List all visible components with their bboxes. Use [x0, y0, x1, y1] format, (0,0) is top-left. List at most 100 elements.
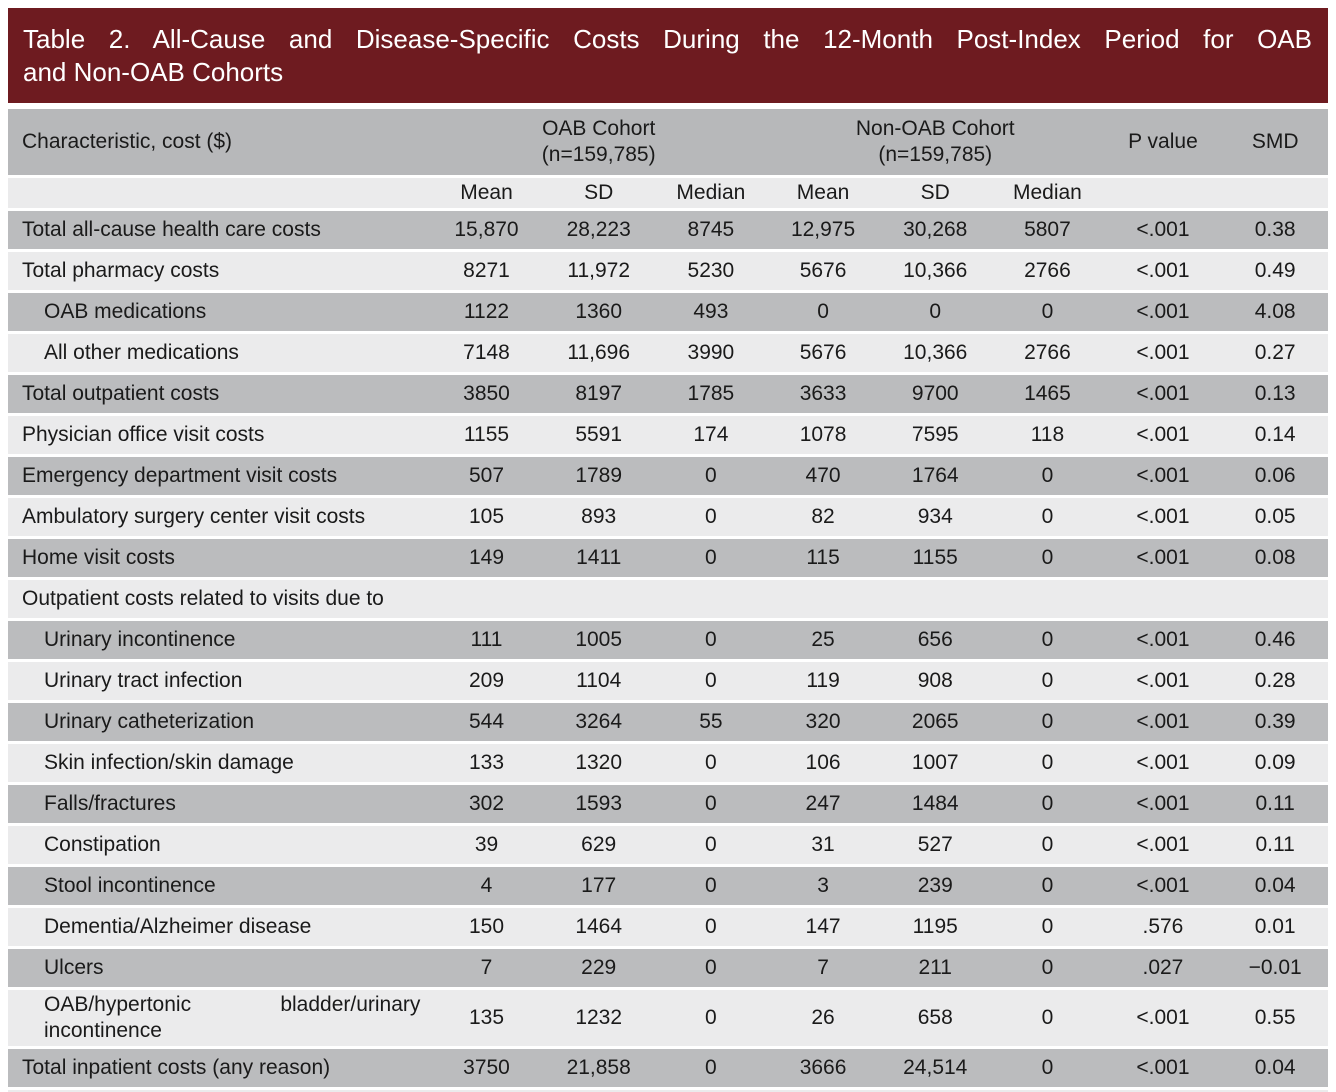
cell-value	[1103, 580, 1223, 618]
cell-value: 177	[542, 867, 655, 905]
table-row: Constipation 39 629 0 31 527 0 <.001 0.11	[8, 826, 1328, 864]
cell-value: 2766	[991, 252, 1104, 290]
cell-value: <.001	[1103, 211, 1223, 249]
cell-value: 1155	[430, 416, 543, 454]
cell-value: 0.04	[1222, 1049, 1328, 1087]
cell-value: 111	[430, 621, 543, 659]
cell-value: <.001	[1103, 621, 1223, 659]
cell-value: 8271	[430, 252, 543, 290]
cell-value: <.001	[1103, 826, 1223, 864]
subheader-median-oab: Median	[654, 178, 767, 208]
cell-value: 48,120	[430, 1090, 543, 1092]
characteristic-header: Characteristic, cost ($)	[8, 109, 431, 175]
cell-value: 63,213	[542, 1090, 655, 1092]
cell-value: 105	[430, 498, 543, 536]
row-label: Constipation	[8, 826, 431, 864]
subheader-sd-nonoab: SD	[879, 178, 992, 208]
cell-value: 229	[542, 949, 655, 987]
cell-value: 0	[991, 457, 1104, 495]
cell-value: 1464	[542, 908, 655, 946]
cell-value: 0	[991, 703, 1104, 741]
p-value-header: P value	[1103, 109, 1223, 175]
table-row: OAB/hypertonic bladder/urinary incontine…	[8, 990, 1328, 1046]
cell-value: 5807	[991, 211, 1104, 249]
subheader-sd-oab: SD	[542, 178, 655, 208]
cell-value: 1007	[879, 744, 992, 782]
cell-value: 0	[991, 785, 1104, 823]
cell-value: <.001	[1103, 498, 1223, 536]
oab-cohort-n: (n=159,785)	[541, 143, 656, 166]
row-label: OAB/hypertonic bladder/urinary incontine…	[8, 990, 431, 1046]
row-label: Home visit costs	[8, 539, 431, 577]
cell-value: 147	[766, 908, 880, 946]
table-row: Total all-cause health care costs 15,870 2…	[8, 211, 1328, 249]
cell-value: 10,366	[879, 252, 992, 290]
cell-value: 1104	[542, 662, 655, 700]
cell-value: 118	[991, 416, 1104, 454]
cell-value: −0.05	[1222, 1090, 1328, 1092]
cell-value	[1222, 580, 1328, 618]
cell-value: 1484	[879, 785, 992, 823]
row-label: Stool incontinence	[8, 867, 431, 905]
cell-value: 1122	[430, 293, 543, 331]
table-row: Falls/fractures 302 1593 0 247 1484 0 <.001 0.11	[8, 785, 1328, 823]
table-row: Ulcers 7 229 0 7 211 0.027 −0.01	[8, 949, 1328, 987]
cell-value: 0	[654, 990, 767, 1046]
cell-value: 0.11	[1222, 826, 1328, 864]
table-body: Total all-cause health care costs 15,870 2…	[8, 211, 1328, 1092]
cell-value: <.001	[1103, 662, 1223, 700]
cell-value: 149	[430, 539, 543, 577]
cell-value: 11,972	[542, 252, 655, 290]
cell-value: 55	[654, 703, 767, 741]
row-label: OAB medications	[8, 293, 431, 331]
cell-value: 0	[654, 826, 767, 864]
cell-value: 0.08	[1222, 539, 1328, 577]
row-label: Total all-cause health care costs	[8, 211, 431, 249]
cell-value: 1789	[542, 457, 655, 495]
cell-value: 0	[991, 826, 1104, 864]
cell-value: 54,196	[766, 1090, 880, 1092]
cell-value: 0.27	[1222, 334, 1328, 372]
cell-value: 544	[430, 703, 543, 741]
table-row: Home visit costs 149 1411 0 115 1155 0 <.001 0.0…	[8, 539, 1328, 577]
empty-subheader-p	[1103, 178, 1223, 208]
cell-value: 0	[991, 621, 1104, 659]
cell-value: 1005	[542, 621, 655, 659]
cell-value: 0	[654, 949, 767, 987]
row-label: Dementia/Alzheimer disease	[8, 908, 431, 946]
row-label: Total inpatient costs (any reason)	[8, 1049, 431, 1087]
cell-value: <.001	[1103, 457, 1223, 495]
cell-value: 1593	[542, 785, 655, 823]
cell-value: 31	[766, 826, 880, 864]
cell-value: 3633	[766, 375, 880, 413]
row-label: Total inpatient costsa (any reason)	[8, 1090, 431, 1092]
table-row: Total inpatient costs (any reason) 3750 21…	[8, 1049, 1328, 1087]
non-oab-cohort-name: Non-OAB Cohort	[855, 117, 1015, 140]
table-row: Ambulatory surgery center visit costs 105…	[8, 498, 1328, 536]
cell-value: 629	[542, 826, 655, 864]
cell-value: 0.11	[1222, 785, 1328, 823]
row-label: Falls/fractures	[8, 785, 431, 823]
table-row: Total outpatient costs 3850 8197 1785 3633 97…	[8, 375, 1328, 413]
cell-value: 0	[991, 293, 1104, 331]
cell-value: 3750	[430, 1049, 543, 1087]
cell-value: 29,774	[991, 1090, 1104, 1092]
cell-value: 26	[766, 990, 880, 1046]
table-row: All other medications 7148 11,696 3990 5676 1…	[8, 334, 1328, 372]
cell-value: <.001	[1103, 293, 1223, 331]
cell-value: 5676	[766, 334, 880, 372]
cell-value: .027	[1103, 949, 1223, 987]
cell-value: 0	[654, 867, 767, 905]
cell-value: 0	[654, 785, 767, 823]
cell-value: <.001	[1103, 416, 1223, 454]
row-label: Urinary incontinence	[8, 621, 431, 659]
cell-value: 82	[766, 498, 880, 536]
table-title: Table 2. All-Cause and Disease-Specific …	[8, 8, 1328, 103]
cell-value: <.001	[1103, 334, 1223, 372]
cell-value: 7	[766, 949, 880, 987]
cell-value: 9700	[879, 375, 992, 413]
row-label: Skin infection/skin damage	[8, 744, 431, 782]
cell-value: 8745	[654, 211, 767, 249]
cell-value: 320	[766, 703, 880, 741]
cell-value	[766, 580, 880, 618]
